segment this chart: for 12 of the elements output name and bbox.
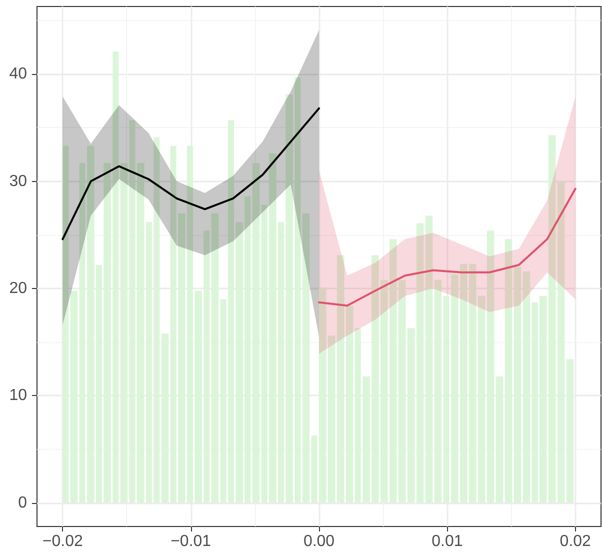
x-tick-label: 0.00 [303, 533, 335, 550]
x-tick-label: −0.02 [42, 533, 83, 550]
x-tick-label: 0.01 [432, 533, 463, 550]
y-tick-label: 30 [9, 172, 28, 190]
line-series [62, 107, 320, 240]
line-series [318, 188, 576, 307]
y-tick-label: 40 [9, 66, 28, 83]
y-tick-label: 10 [9, 387, 28, 404]
y-tick-label: 0 [18, 494, 28, 512]
y-tick-label: 20 [9, 280, 28, 297]
x-tick-label: −0.01 [170, 533, 212, 550]
x-tick-label: 0.02 [560, 533, 592, 550]
